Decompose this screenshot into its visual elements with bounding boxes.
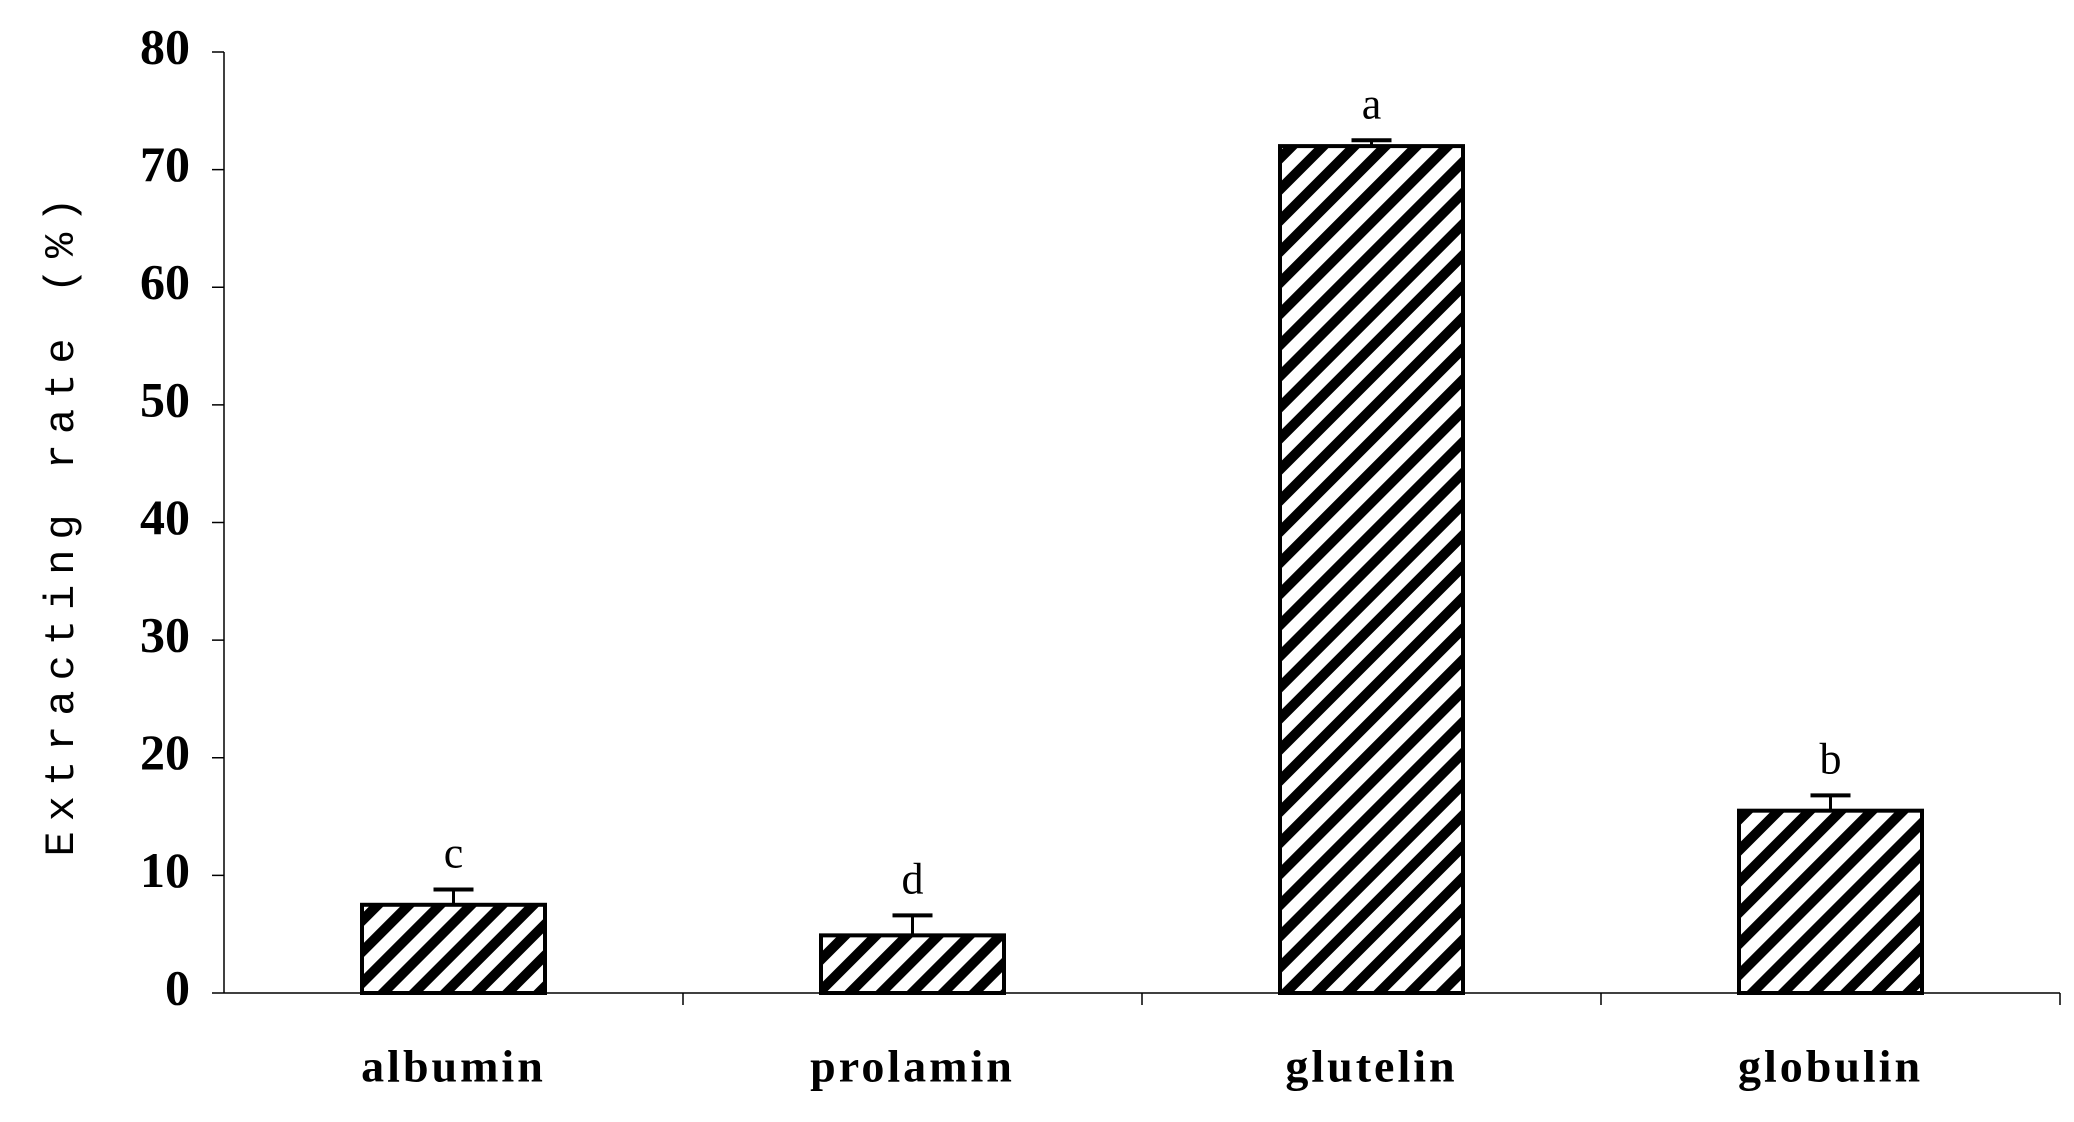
- bar: [819, 933, 1006, 996]
- x-tick-label: prolamin: [810, 1041, 1015, 1092]
- y-tick-label: 30: [140, 607, 190, 663]
- x-tick-label: albumin: [361, 1041, 546, 1092]
- significance-letter: b: [1820, 734, 1842, 783]
- x-tick-label: glutelin: [1285, 1041, 1457, 1092]
- y-tick-label: 70: [140, 136, 190, 192]
- y-axis-label: Extracting rate (%): [38, 188, 86, 857]
- y-tick-label: 0: [165, 959, 190, 1015]
- y-tick-label: 10: [140, 842, 190, 898]
- significance-letter: c: [444, 829, 464, 878]
- significance-letter: d: [902, 854, 924, 903]
- y-tick-label: 80: [140, 18, 190, 74]
- bar: [1737, 808, 1924, 996]
- x-tick-label: globulin: [1738, 1041, 1923, 1092]
- bar: [1278, 144, 1465, 996]
- y-tick-label: 50: [140, 371, 190, 427]
- y-tick-label: 40: [140, 489, 190, 545]
- y-tick-label: 20: [140, 724, 190, 780]
- bar: [360, 902, 547, 995]
- significance-letter: a: [1362, 79, 1382, 128]
- y-tick-label: 60: [140, 254, 190, 310]
